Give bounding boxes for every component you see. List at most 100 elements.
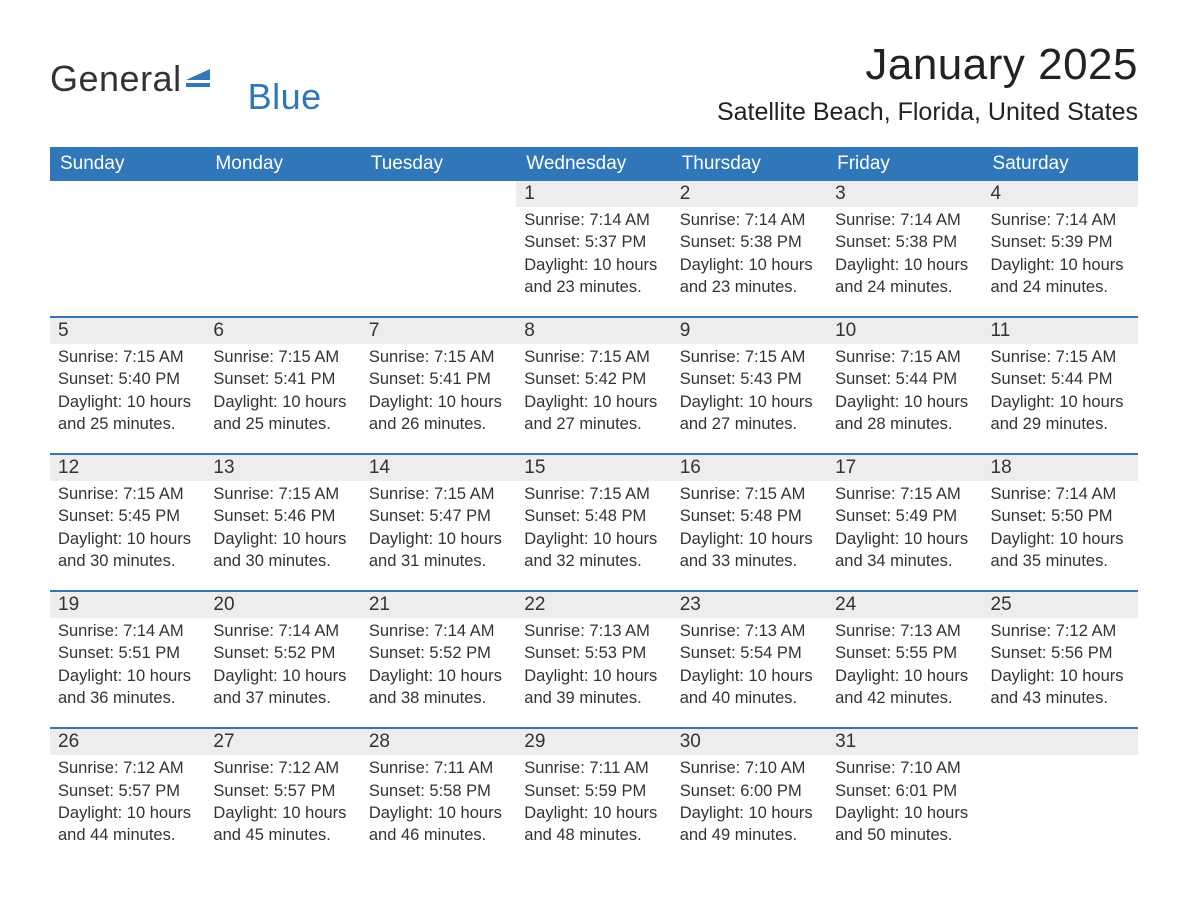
day-number: 3 [827, 181, 982, 207]
day-cell-blank [205, 181, 360, 317]
title-block: January 2025 Satellite Beach, Florida, U… [717, 40, 1138, 141]
sunrise-value: 7:15 AM [1056, 348, 1117, 366]
day-info: Sunrise: 7:13 AMSunset: 5:54 PMDaylight:… [672, 618, 827, 709]
daylight-line: Daylight: 10 hours and 42 minutes. [835, 665, 974, 710]
day-cell: 13Sunrise: 7:15 AMSunset: 5:46 PMDayligh… [205, 454, 360, 591]
sunset-line: Sunset: 5:37 PM [524, 231, 663, 253]
brand-logo: General Blue [50, 40, 322, 100]
sunrise-value: 7:15 AM [123, 485, 184, 503]
sunrise-line: Sunrise: 7:15 AM [58, 346, 197, 368]
sunrise-line: Sunrise: 7:12 AM [991, 620, 1130, 642]
daylight-label: Daylight: [835, 804, 904, 822]
daylight-label: Daylight: [58, 804, 127, 822]
weekday-header: Saturday [983, 147, 1138, 181]
daylight-label: Daylight: [991, 393, 1060, 411]
daylight-label: Daylight: [524, 530, 593, 548]
weekday-header: Tuesday [361, 147, 516, 181]
day-info: Sunrise: 7:15 AMSunset: 5:46 PMDaylight:… [205, 481, 360, 572]
sunset-value: 5:38 PM [740, 233, 801, 251]
day-cell: 24Sunrise: 7:13 AMSunset: 5:55 PMDayligh… [827, 591, 982, 728]
sunrise-value: 7:10 AM [745, 759, 806, 777]
sunrise-line: Sunrise: 7:15 AM [680, 483, 819, 505]
daylight-label: Daylight: [680, 804, 749, 822]
sunrise-value: 7:15 AM [745, 485, 806, 503]
sunset-value: 5:38 PM [896, 233, 957, 251]
sunset-value: 5:58 PM [429, 782, 490, 800]
day-number: 16 [672, 455, 827, 481]
sunset-value: 5:37 PM [585, 233, 646, 251]
sunrise-line: Sunrise: 7:14 AM [835, 209, 974, 231]
sunrise-line: Sunrise: 7:13 AM [680, 620, 819, 642]
sunrise-label: Sunrise: [58, 348, 123, 366]
sunrise-line: Sunrise: 7:15 AM [991, 346, 1130, 368]
day-info: Sunrise: 7:15 AMSunset: 5:48 PMDaylight:… [516, 481, 671, 572]
sunset-label: Sunset: [524, 644, 585, 662]
sunrise-value: 7:15 AM [900, 485, 961, 503]
sunrise-label: Sunrise: [991, 485, 1056, 503]
sunset-line: Sunset: 5:56 PM [991, 642, 1130, 664]
calendar-week: 1Sunrise: 7:14 AMSunset: 5:37 PMDaylight… [50, 181, 1138, 317]
day-number: 7 [361, 318, 516, 344]
sunrise-label: Sunrise: [213, 348, 278, 366]
sunset-label: Sunset: [524, 507, 585, 525]
day-number: 25 [983, 592, 1138, 618]
calendar-week: 19Sunrise: 7:14 AMSunset: 5:51 PMDayligh… [50, 591, 1138, 728]
day-info: Sunrise: 7:14 AMSunset: 5:52 PMDaylight:… [205, 618, 360, 709]
header-row: General Blue January 2025 Satellite Beac… [50, 40, 1138, 141]
sunrise-value: 7:14 AM [1056, 211, 1117, 229]
sunrise-line: Sunrise: 7:15 AM [213, 346, 352, 368]
sunrise-label: Sunrise: [835, 348, 900, 366]
sunrise-value: 7:14 AM [745, 211, 806, 229]
sunset-label: Sunset: [680, 644, 741, 662]
day-info: Sunrise: 7:15 AMSunset: 5:44 PMDaylight:… [827, 344, 982, 435]
daylight-line: Daylight: 10 hours and 39 minutes. [524, 665, 663, 710]
daylight-line: Daylight: 10 hours and 25 minutes. [213, 391, 352, 436]
sunrise-line: Sunrise: 7:13 AM [524, 620, 663, 642]
day-number: 14 [361, 455, 516, 481]
daylight-label: Daylight: [58, 667, 127, 685]
daylight-line: Daylight: 10 hours and 27 minutes. [680, 391, 819, 436]
sunrise-value: 7:15 AM [279, 485, 340, 503]
weekday-header: Wednesday [516, 147, 671, 181]
daylight-line: Daylight: 10 hours and 44 minutes. [58, 802, 197, 847]
sunrise-line: Sunrise: 7:15 AM [680, 346, 819, 368]
day-info: Sunrise: 7:13 AMSunset: 5:55 PMDaylight:… [827, 618, 982, 709]
sunrise-line: Sunrise: 7:14 AM [524, 209, 663, 231]
day-number: 11 [983, 318, 1138, 344]
sunset-value: 5:40 PM [119, 370, 180, 388]
daylight-label: Daylight: [58, 530, 127, 548]
sunset-line: Sunset: 5:38 PM [680, 231, 819, 253]
sunrise-label: Sunrise: [524, 348, 589, 366]
daylight-label: Daylight: [991, 667, 1060, 685]
daylight-line: Daylight: 10 hours and 43 minutes. [991, 665, 1130, 710]
sunrise-label: Sunrise: [58, 485, 123, 503]
sunrise-value: 7:12 AM [1056, 622, 1117, 640]
sunset-line: Sunset: 5:44 PM [991, 368, 1130, 390]
day-number: 13 [205, 455, 360, 481]
sunrise-value: 7:14 AM [123, 622, 184, 640]
sunset-line: Sunset: 5:53 PM [524, 642, 663, 664]
sunset-line: Sunset: 5:58 PM [369, 780, 508, 802]
day-number: 9 [672, 318, 827, 344]
daylight-line: Daylight: 10 hours and 48 minutes. [524, 802, 663, 847]
daylight-label: Daylight: [680, 530, 749, 548]
sunrise-label: Sunrise: [835, 485, 900, 503]
day-number: 4 [983, 181, 1138, 207]
sunset-line: Sunset: 5:50 PM [991, 505, 1130, 527]
daylight-label: Daylight: [58, 393, 127, 411]
daylight-label: Daylight: [369, 804, 438, 822]
sunset-line: Sunset: 5:40 PM [58, 368, 197, 390]
sunset-value: 5:57 PM [274, 782, 335, 800]
day-info: Sunrise: 7:15 AMSunset: 5:41 PMDaylight:… [205, 344, 360, 435]
sunset-line: Sunset: 5:47 PM [369, 505, 508, 527]
sunset-label: Sunset: [680, 233, 741, 251]
day-cell: 31Sunrise: 7:10 AMSunset: 6:01 PMDayligh… [827, 728, 982, 864]
day-info: Sunrise: 7:12 AMSunset: 5:56 PMDaylight:… [983, 618, 1138, 709]
daylight-label: Daylight: [524, 804, 593, 822]
day-info: Sunrise: 7:12 AMSunset: 5:57 PMDaylight:… [205, 755, 360, 846]
day-cell: 9Sunrise: 7:15 AMSunset: 5:43 PMDaylight… [672, 317, 827, 454]
day-info: Sunrise: 7:14 AMSunset: 5:39 PMDaylight:… [983, 207, 1138, 298]
sunset-line: Sunset: 6:00 PM [680, 780, 819, 802]
sunrise-line: Sunrise: 7:11 AM [369, 757, 508, 779]
sunset-value: 5:44 PM [896, 370, 957, 388]
